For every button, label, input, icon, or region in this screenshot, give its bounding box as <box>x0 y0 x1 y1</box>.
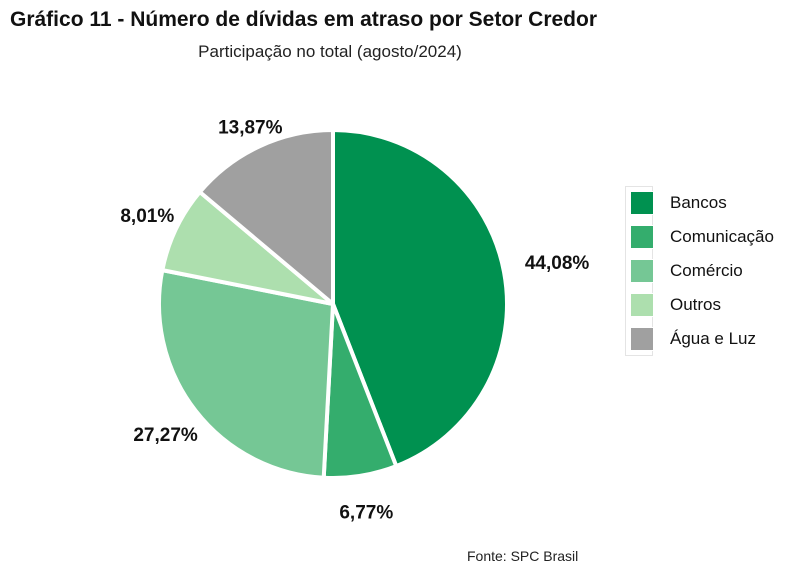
chart-title: Gráfico 11 - Número de dívidas em atraso… <box>10 8 598 31</box>
data-label-comunicacao: 6,77% <box>339 502 393 523</box>
pie-slice-comercio <box>157 268 335 480</box>
pie-slice-agua-e-luz <box>197 128 335 306</box>
chart-subtitle: Participação no total (agosto/2024) <box>198 42 462 61</box>
data-label-bancos: 44,08% <box>525 253 590 274</box>
pie-slice-bancos <box>331 128 509 469</box>
legend-item-outros: Outros <box>625 288 795 322</box>
legend-swatch <box>630 191 654 215</box>
data-label-comercio: 27,27% <box>133 425 198 446</box>
legend-label: Comércio <box>670 261 743 280</box>
legend-item-comunicacao: Comunicação <box>625 220 795 254</box>
legend-label: Outros <box>670 295 722 314</box>
legend-label: Comunicação <box>670 227 774 246</box>
legend-swatch <box>630 225 654 249</box>
legend: Bancos Comunicação Comércio Outros Água e Lu… <box>625 186 795 356</box>
legend-swatch <box>630 259 654 283</box>
legend-item-bancos: Bancos <box>625 186 795 220</box>
legend-item-comercio: Comércio <box>625 254 795 288</box>
legend-label: Bancos <box>670 193 727 212</box>
legend-item-agua-e-luz: Água e Luz <box>625 322 795 356</box>
legend-swatch <box>630 327 654 351</box>
data-label-outros: 8,01% <box>120 206 174 227</box>
data-label-agua-e-luz: 13,87% <box>218 117 283 138</box>
source-note: Fonte: SPC Brasil <box>467 548 579 564</box>
legend-label: Água e Luz <box>670 329 757 348</box>
legend-swatch <box>630 293 654 317</box>
